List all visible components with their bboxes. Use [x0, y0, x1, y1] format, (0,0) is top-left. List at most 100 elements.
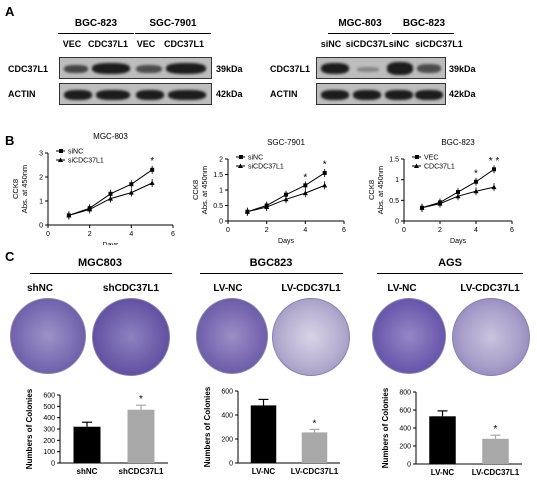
blot-group-title: MGC-803 [338, 18, 382, 29]
y-axis-label: CCK8Abs. at 450nm [191, 166, 209, 214]
panel-label-b: B [5, 133, 15, 148]
colony-title: AGS [438, 257, 462, 269]
colony-label: LV-CDC37L1 [460, 283, 520, 294]
x-tick-label: 4 [474, 227, 478, 234]
lane-label: VEC [136, 39, 156, 49]
group-underline [328, 33, 390, 34]
colony-dish-image [10, 298, 86, 374]
y-tick-label: 500 [43, 404, 55, 411]
x-tick-label: LV-NC [431, 468, 455, 477]
chart-title: BGC-823 [441, 138, 475, 147]
y-axis-label-line: Abs. at 450nm [200, 166, 209, 214]
lane-label: siNC [320, 39, 342, 49]
chart-title: SGC-7901 [267, 138, 305, 147]
colony-label: shNC [26, 283, 54, 294]
colony-dish-image [272, 298, 350, 376]
significance-star: * [139, 394, 143, 405]
colony-title: BGC823 [249, 257, 293, 269]
y-tick-label: 400 [399, 426, 411, 433]
x-axis-label: Days [278, 238, 294, 245]
y-axis-label: CCK8Abs. at 450nm [11, 165, 29, 213]
y-tick-label: 200 [221, 437, 233, 444]
legend-label: siCDC37L1 [248, 164, 284, 171]
group-underline [135, 33, 211, 34]
legend-marker [238, 163, 243, 168]
bar [73, 426, 101, 463]
panel-label-a: A [5, 4, 15, 19]
y-tick-label: 200 [399, 444, 411, 451]
data-point [303, 183, 308, 188]
data-point [129, 182, 134, 187]
growth-curve-charts: MGC-80302460123DaysCCK8Abs. at 450nmsiNC… [11, 132, 514, 245]
legend-marker [58, 157, 63, 162]
blot-strip-cdc37l1 [316, 57, 446, 79]
data-point [492, 167, 496, 172]
data-point [108, 191, 113, 196]
colony-dish-image [372, 298, 446, 374]
legend-label: CDC37L1 [424, 164, 455, 171]
data-point [322, 182, 328, 188]
y-axis-label-line: CCK8 [191, 180, 200, 200]
data-point [264, 204, 270, 210]
significance-star: * [150, 156, 154, 167]
x-tick-label: 0 [402, 227, 406, 234]
y-tick-label: 2 [219, 157, 223, 164]
y-axis-label: Numbers of Colonies [25, 388, 34, 469]
data-point [87, 206, 93, 212]
x-axis-label: Days [103, 242, 119, 245]
colony-label: LV-CDC37L1 [281, 283, 341, 294]
colony-count-charts: 0 100 200 300 400 500 600 Numbers of Colonies sh… [25, 386, 522, 477]
y-axis-label-line: Abs. at 450nm [20, 165, 29, 213]
y-tick-label: 0 [395, 219, 399, 226]
legend-marker [414, 163, 419, 168]
y-axis-label: Numbers of Colonies [203, 386, 212, 467]
blot-strip-actin [59, 83, 212, 105]
significance-star: * [474, 168, 478, 179]
legend-label: siNC [248, 155, 263, 162]
data-point [150, 167, 155, 172]
legend-marker [415, 155, 419, 159]
y-tick-label: 0.5 [213, 203, 223, 210]
legend-label: VEC [424, 155, 438, 162]
blot-row-label: CDC37L1 [270, 64, 311, 74]
legend-label: siNC [68, 149, 83, 156]
blot-row-label: ACTIN [270, 89, 298, 99]
data-point [456, 190, 460, 195]
data-point [491, 184, 497, 190]
blot-row-label: ACTIN [8, 89, 36, 99]
x-tick-label: LV-CDC37L1 [472, 468, 520, 477]
data-point [244, 209, 250, 214]
data-point [437, 201, 443, 206]
legend-marker [59, 149, 63, 153]
y-tick-label: 0 [51, 461, 55, 468]
blot-strip-cdc37l1 [59, 57, 212, 79]
y-tick-label: 600 [399, 408, 411, 415]
y-tick-label: 600 [221, 389, 233, 396]
significance-star: * [303, 173, 307, 184]
lane-label: siCDC37L1 [415, 39, 463, 49]
kda-label: 42kDa [449, 89, 476, 99]
y-axis-label-line: CCK8 [11, 179, 20, 199]
y-tick-label: 0 [39, 223, 43, 230]
data-point [108, 196, 113, 201]
x-tick-label: 0 [226, 227, 230, 234]
y-tick-label: 0 [219, 219, 223, 226]
panel-label-c: C [5, 249, 15, 264]
lane-label: VEC [62, 39, 82, 49]
bar [250, 405, 277, 463]
colony-dish-image [196, 298, 268, 374]
lane-label: CDC37L1 [87, 39, 128, 49]
bar [301, 432, 328, 463]
blot-group-title: BGC-823 [402, 18, 446, 29]
x-tick-label: 6 [342, 227, 346, 234]
y-tick-label: 800 [399, 390, 411, 397]
colony-title: MGC803 [77, 257, 123, 269]
data-point [455, 193, 461, 199]
blot-group-title: SGC-7901 [149, 18, 197, 29]
x-tick-label: LV-NC [252, 467, 276, 476]
data-point [302, 190, 308, 196]
chart-title: MGC-803 [93, 132, 128, 141]
kda-label: 42kDa [216, 89, 243, 99]
x-axis-label: Days [450, 238, 466, 245]
bar [127, 409, 155, 463]
